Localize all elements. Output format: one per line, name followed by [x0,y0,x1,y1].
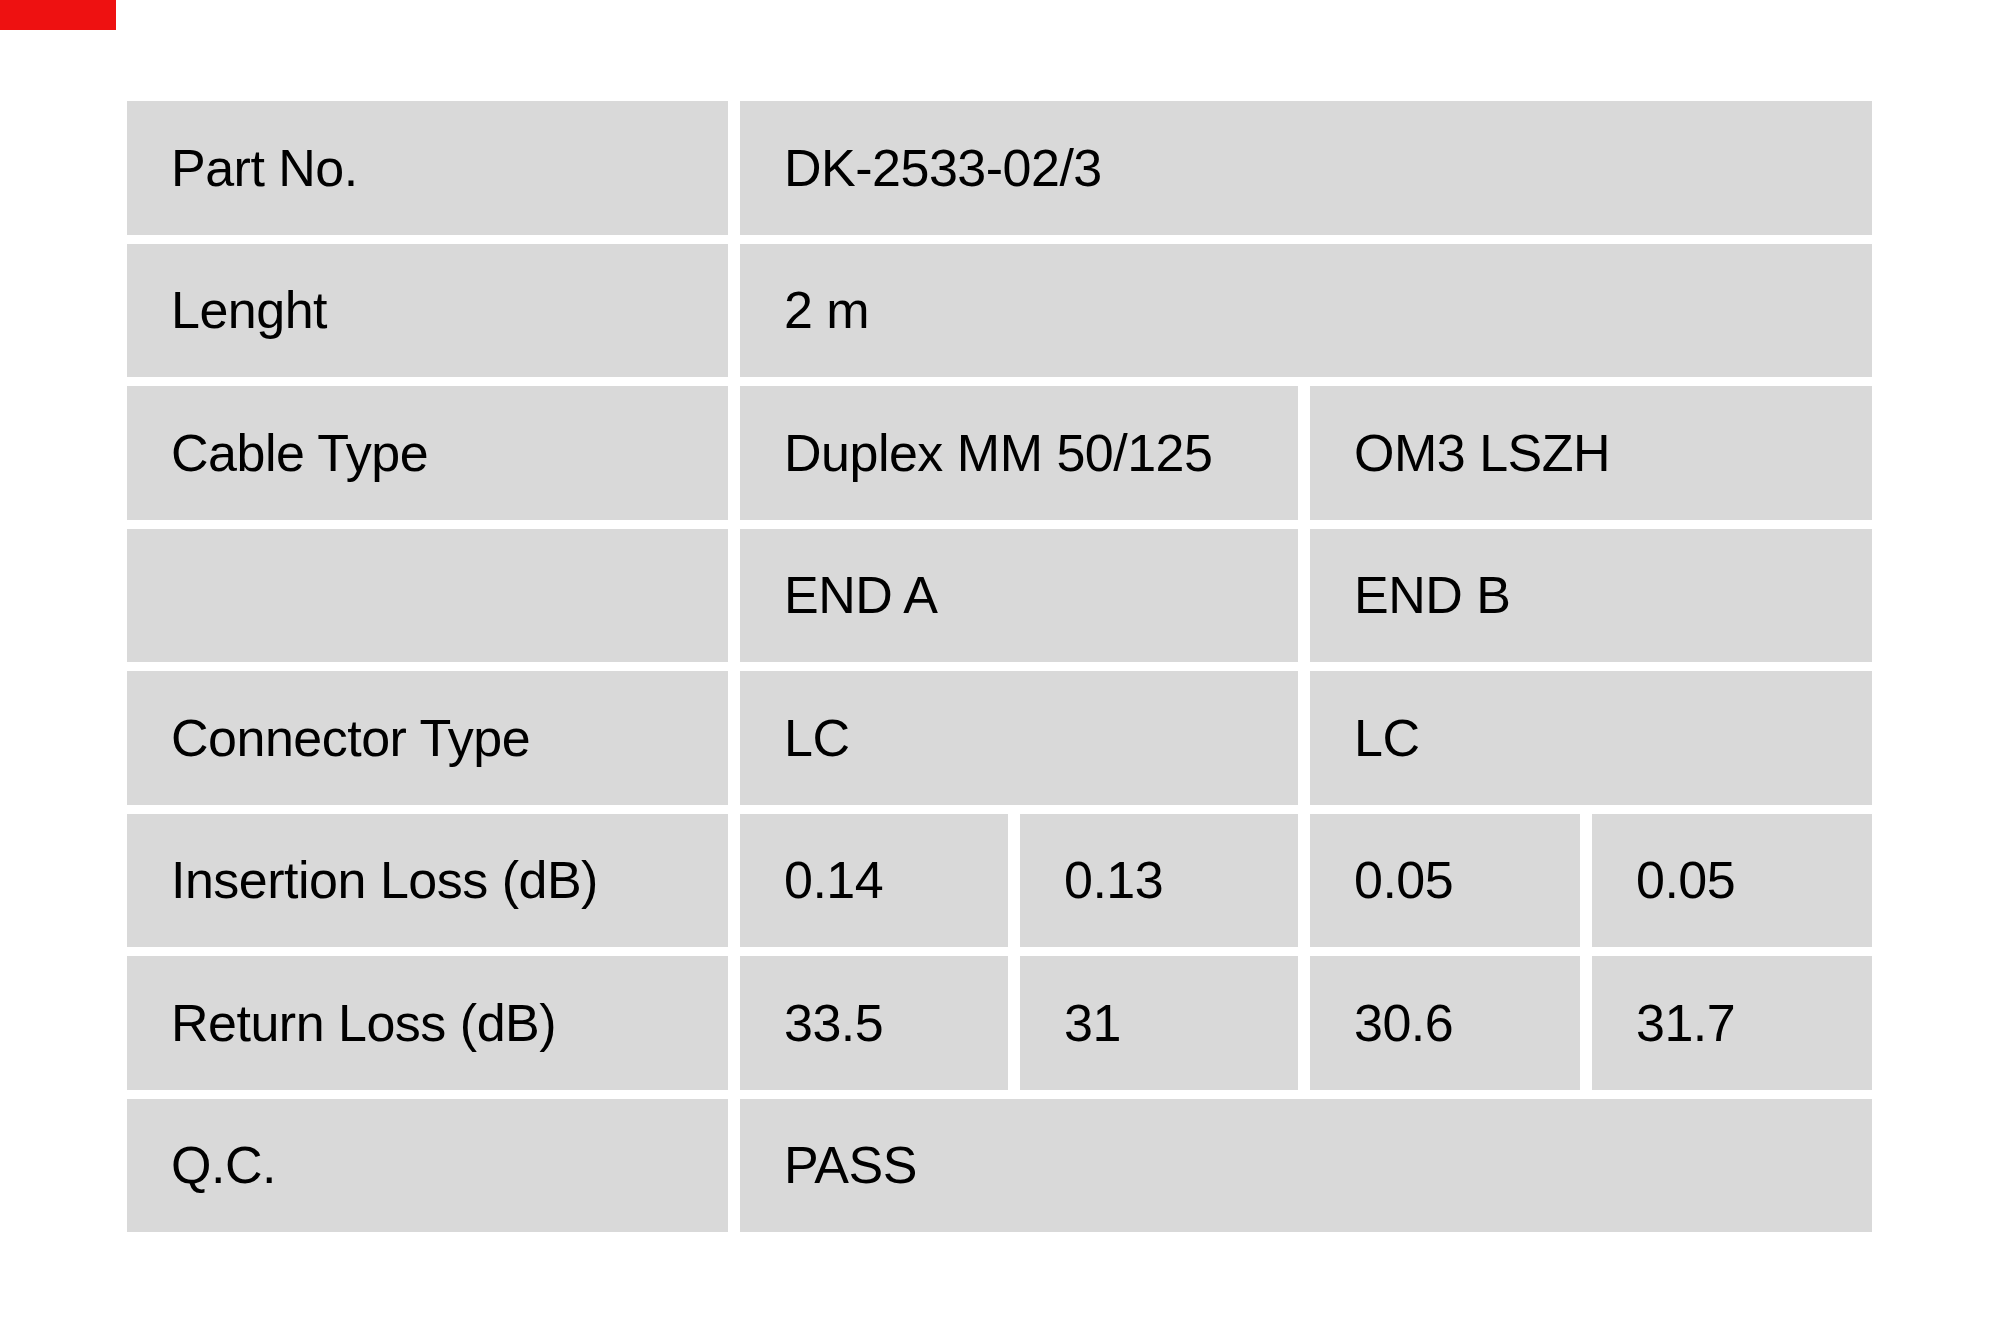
cell-cable-type-b: OM3 LSZH [1310,386,1872,520]
cell-insertion-loss-b2: 0.05 [1592,814,1872,948]
cell-insertion-loss-b1: 0.05 [1310,814,1580,948]
cell-insertion-loss-a2: 0.13 [1020,814,1298,948]
cell-connector-a: LC [740,671,1298,805]
annotation-marker [0,0,116,30]
row-label-part-no: Part No. [127,101,728,235]
cable-spec-table: Part No. DK-2533-02/3 Lenght 2 m Cable T… [127,101,1872,1232]
cell-end-a-header: END A [740,529,1298,663]
cell-return-loss-b2: 31.7 [1592,956,1872,1090]
row-label-connector-type: Connector Type [127,671,728,805]
cell-part-no-value: DK-2533-02/3 [740,101,1872,235]
cell-length-value: 2 m [740,244,1872,378]
cell-connector-b: LC [1310,671,1872,805]
row-label-cable-type: Cable Type [127,386,728,520]
cell-qc-value: PASS [740,1099,1872,1233]
row-label-return-loss: Return Loss (dB) [127,956,728,1090]
cell-return-loss-a1: 33.5 [740,956,1008,1090]
row-label-length: Lenght [127,244,728,378]
cell-cable-type-a: Duplex MM 50/125 [740,386,1298,520]
cell-insertion-loss-a1: 0.14 [740,814,1008,948]
row-label-qc: Q.C. [127,1099,728,1233]
cell-empty-label [127,529,728,663]
row-label-insertion-loss: Insertion Loss (dB) [127,814,728,948]
cell-return-loss-a2: 31 [1020,956,1298,1090]
cell-return-loss-b1: 30.6 [1310,956,1580,1090]
cell-end-b-header: END B [1310,529,1872,663]
